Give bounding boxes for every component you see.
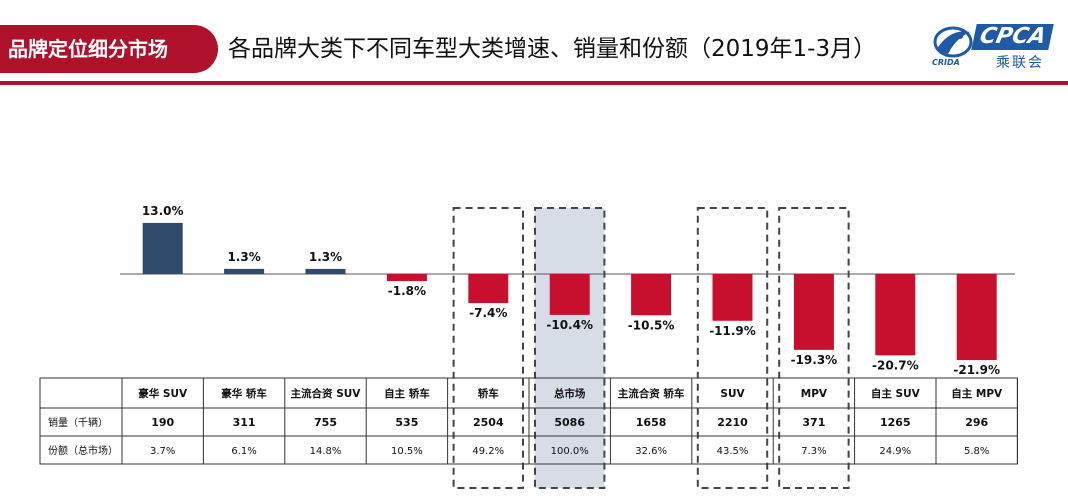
- category-label: 自主 轿车: [384, 387, 430, 400]
- value-label: 1.3%: [309, 250, 342, 264]
- value-label: -20.7%: [872, 358, 919, 372]
- logo-subtext: 乘联会: [996, 55, 1044, 71]
- value-label: -10.4%: [546, 318, 593, 332]
- category-label: 自主 MPV: [951, 387, 1003, 400]
- value-label: 1.3%: [227, 250, 260, 264]
- bar: [305, 268, 346, 274]
- category-label: 总市场: [554, 387, 586, 400]
- highlight-box: [696, 207, 769, 489]
- highlight-box: [778, 207, 850, 489]
- share-value: 43.5%: [717, 446, 749, 457]
- sales-value: 311: [233, 416, 256, 429]
- bar: [386, 274, 427, 282]
- share-value: 14.8%: [310, 446, 342, 457]
- category-label: MPV: [801, 388, 828, 400]
- bar: [631, 274, 672, 316]
- bar: [549, 274, 590, 315]
- bar: [224, 268, 265, 274]
- value-label: -7.4%: [469, 306, 507, 320]
- value-label: -11.9%: [709, 324, 756, 338]
- share-value: 24.9%: [879, 446, 911, 457]
- sales-value: 371: [802, 416, 825, 429]
- value-label: 13.0%: [142, 204, 184, 218]
- value-label: -10.5%: [628, 318, 675, 332]
- value-label: -21.9%: [953, 363, 1000, 377]
- highlight-box: [534, 207, 606, 489]
- sales-value: 1265: [880, 416, 911, 429]
- category-label: 豪华 SUV: [138, 387, 188, 400]
- sales-value: 190: [151, 416, 174, 429]
- bar: [793, 274, 834, 350]
- share-value: 5.8%: [964, 446, 989, 457]
- bar: [468, 274, 509, 304]
- bar: [712, 274, 753, 321]
- logo-emblem-text: CRIDA: [932, 58, 960, 67]
- sales-value: 535: [395, 416, 418, 429]
- sales-value: 2504: [473, 416, 504, 429]
- table-row-label: 份额（总市场）: [48, 444, 118, 457]
- share-value: 7.3%: [801, 446, 826, 457]
- bar: [875, 274, 916, 356]
- header-divider: [0, 81, 1068, 85]
- category-label: 轿车: [478, 387, 499, 400]
- share-value: 3.7%: [150, 446, 175, 457]
- cpca-logo: CRIDA CPCA 乘联会: [930, 18, 1064, 76]
- highlight-box: [452, 207, 525, 489]
- share-value: 6.1%: [231, 446, 256, 457]
- sales-value: 5086: [554, 416, 585, 429]
- category-label: 主流合资 SUV: [291, 387, 362, 400]
- share-value: 49.2%: [472, 446, 504, 457]
- share-value: 10.5%: [391, 446, 423, 457]
- section-tab: 品牌定位细分市场: [0, 25, 218, 73]
- category-label: 豪华 轿车: [221, 387, 267, 400]
- share-value: 32.6%: [635, 446, 667, 457]
- bar: [142, 222, 183, 274]
- bar: [956, 274, 997, 361]
- value-label: -19.3%: [791, 353, 838, 367]
- page-title: 各品牌大类下不同车型大类增速、销量和份额（2019年1-3月）: [228, 36, 877, 62]
- category-label: 主流合资 轿车: [618, 387, 685, 400]
- category-label: 自主 SUV: [871, 387, 921, 400]
- sales-value: 296: [965, 416, 988, 429]
- share-value: 100.0%: [551, 446, 589, 457]
- header: 品牌定位细分市场 各品牌大类下不同车型大类增速、销量和份额（2019年1-3月）…: [0, 0, 1068, 86]
- category-label: SUV: [720, 388, 745, 400]
- value-label: -1.8%: [388, 284, 426, 298]
- sales-value: 755: [314, 416, 337, 429]
- sales-value: 1658: [636, 416, 667, 429]
- crida-emblem-icon: [933, 26, 973, 58]
- sales-value: 2210: [717, 416, 748, 429]
- table-row-label: 销量（千辆）: [48, 416, 108, 429]
